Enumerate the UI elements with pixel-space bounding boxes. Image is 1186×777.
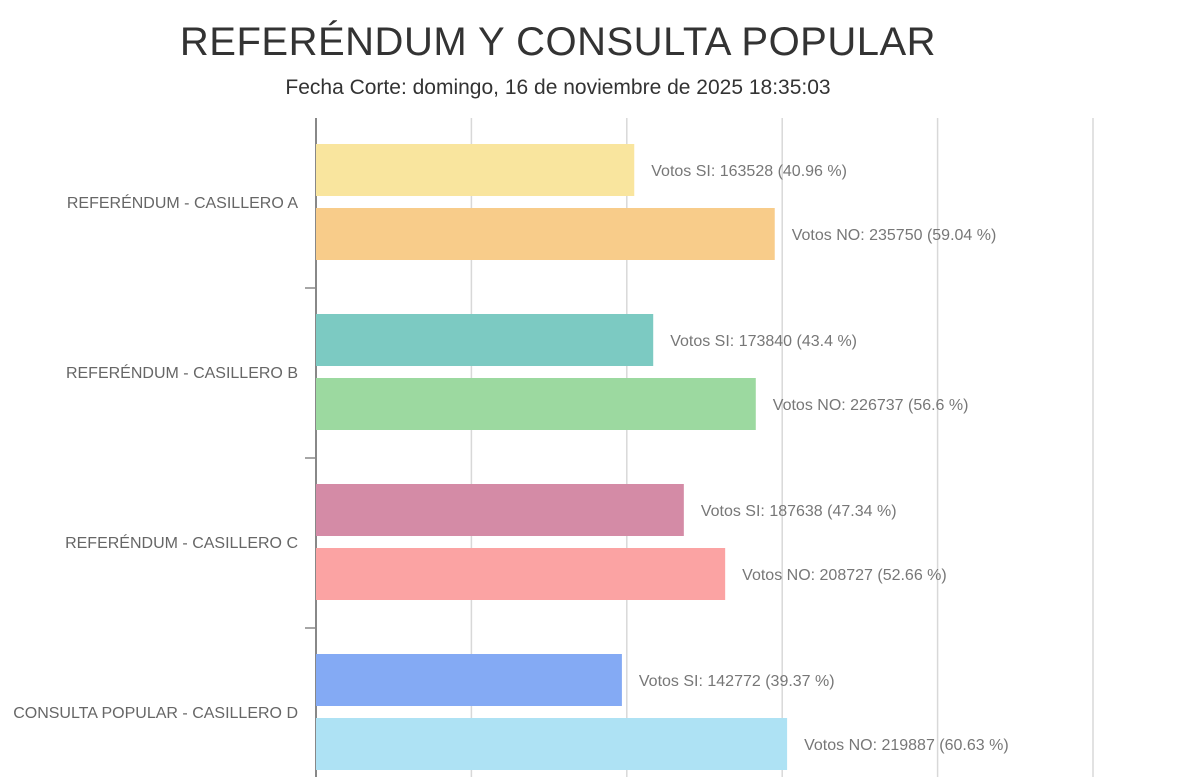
bar-no	[316, 548, 726, 600]
bar-no	[316, 718, 788, 770]
bar-si	[316, 654, 622, 706]
category-label: REFERÉNDUM - CASILLERO C	[65, 533, 298, 552]
data-label-no: Votos NO: 208727 (52.66 %)	[742, 567, 947, 584]
category-label: REFERÉNDUM - CASILLERO A	[67, 193, 298, 212]
data-label-si: Votos SI: 163528 (40.96 %)	[651, 163, 847, 180]
data-label-si: Votos SI: 173840 (43.4 %)	[670, 333, 857, 350]
chart-title: REFERÉNDUM Y CONSULTA POPULAR	[179, 20, 937, 64]
bar-si	[316, 144, 635, 196]
data-label-si: Votos SI: 187638 (47.34 %)	[701, 503, 897, 520]
bar-no	[316, 208, 775, 260]
data-label-no: Votos NO: 219887 (60.63 %)	[804, 737, 1009, 754]
bar-si	[316, 314, 654, 366]
data-label-no: Votos NO: 226737 (56.6 %)	[773, 397, 969, 414]
category-label: REFERÉNDUM - CASILLERO B	[66, 363, 298, 382]
category-label: CONSULTA POPULAR - CASILLERO D	[13, 705, 298, 722]
chart-subtitle: Fecha Corte: domingo, 16 de noviembre de…	[285, 76, 831, 99]
data-label-no: Votos NO: 235750 (59.04 %)	[792, 227, 997, 244]
bar-no	[316, 378, 756, 430]
data-label-si: Votos SI: 142772 (39.37 %)	[639, 673, 835, 690]
bar-si	[316, 484, 684, 536]
